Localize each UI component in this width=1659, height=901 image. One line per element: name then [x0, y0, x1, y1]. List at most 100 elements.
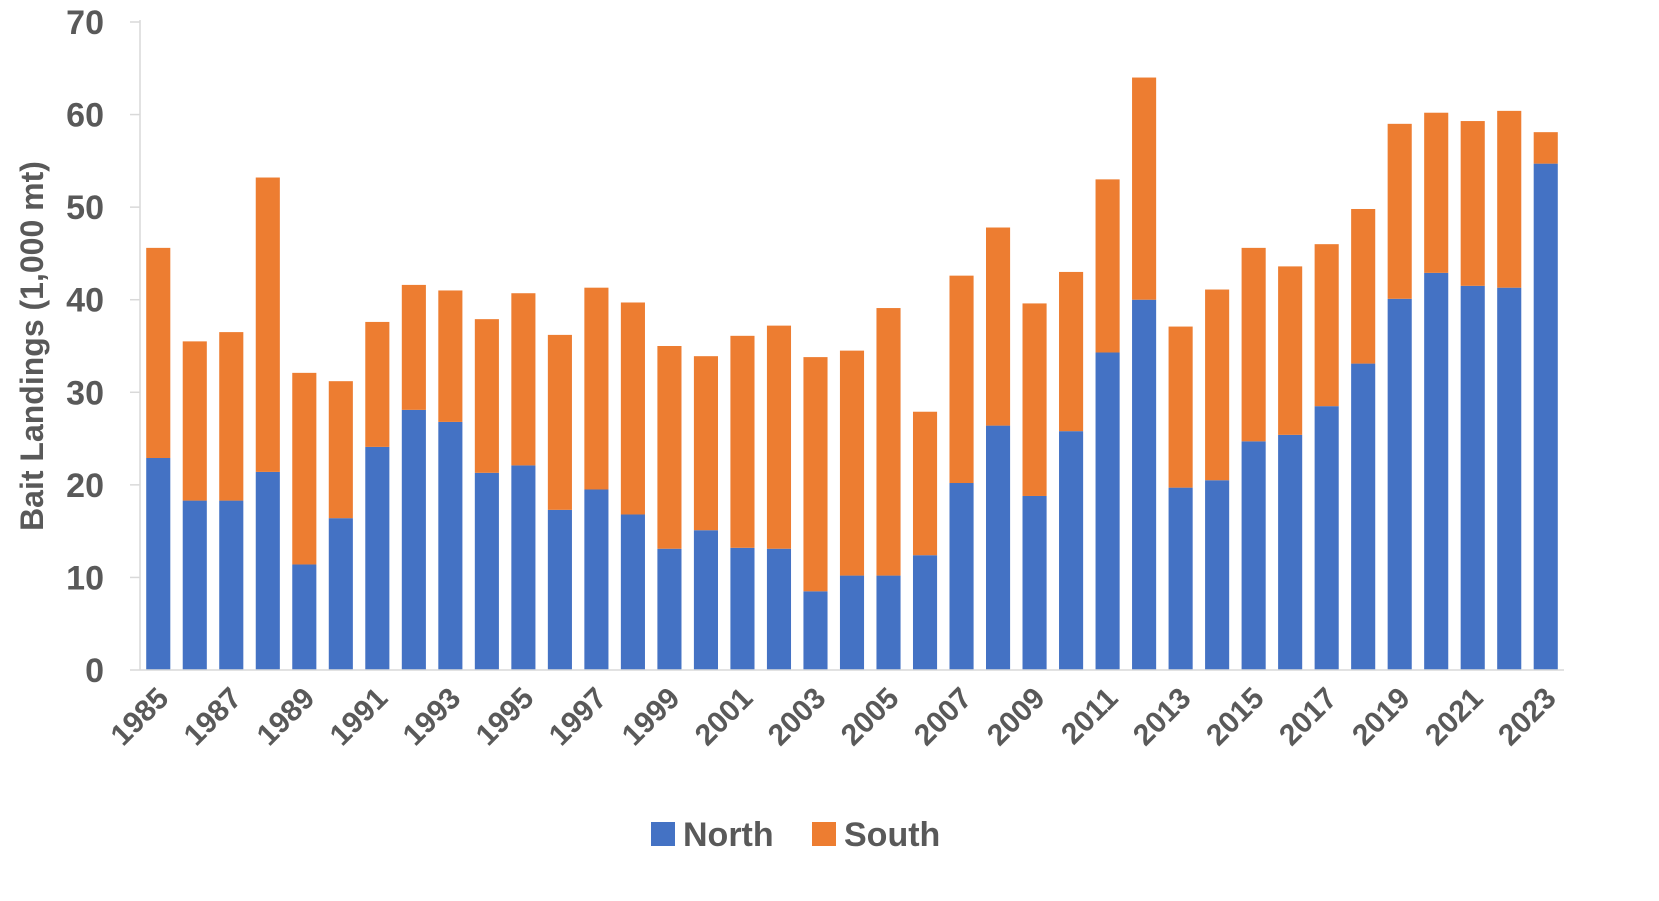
bar-south-2001 — [730, 335, 755, 548]
bar-north-2023 — [1533, 163, 1558, 670]
bar-north-2006 — [912, 555, 938, 670]
x-tick-label: 1999 — [616, 682, 687, 753]
bar-south-2000 — [693, 356, 718, 531]
bar-south-1989 — [292, 372, 317, 565]
bar-north-2007 — [949, 483, 974, 670]
bar-north-1985 — [146, 458, 171, 670]
y-axis: 0 10 20 30 40 50 60 70 — [66, 4, 141, 690]
bar-south-2020 — [1424, 112, 1449, 273]
x-tick-label: 1985 — [105, 682, 176, 753]
y-tick-label: 10 — [66, 559, 104, 597]
legend-label-north: North — [683, 816, 774, 854]
bar-south-2023 — [1533, 132, 1558, 164]
x-tick-label: 1987 — [178, 682, 249, 753]
x-tick-label: 2003 — [762, 682, 833, 753]
bar-south-1995 — [511, 293, 536, 466]
bar-south-1985 — [146, 247, 171, 459]
bar-south-2009 — [1022, 303, 1047, 496]
bar-south-2018 — [1351, 208, 1376, 364]
bar-north-2004 — [839, 575, 865, 670]
y-tick-label: 20 — [66, 467, 104, 505]
bar-north-1992 — [401, 409, 426, 670]
x-tick-label: 1989 — [251, 682, 322, 753]
bar-north-2011 — [1095, 352, 1120, 670]
x-axis: 1985 1987 1989 1991 1993 1995 1997 1999 2001 2003… — [105, 669, 1564, 753]
bar-south-2017 — [1314, 244, 1339, 407]
bar-north-2022 — [1497, 287, 1522, 670]
bar-north-1989 — [292, 564, 317, 670]
y-tick-label: 30 — [66, 374, 104, 412]
bar-north-1994 — [474, 472, 499, 670]
bar-south-2021 — [1460, 121, 1485, 286]
bar-south-2008 — [986, 227, 1011, 426]
y-tick-label: 40 — [66, 282, 104, 320]
bar-north-1999 — [657, 548, 682, 670]
x-tick-label: 2021 — [1419, 682, 1490, 753]
x-tick-label: 2001 — [689, 682, 760, 753]
bar-north-2014 — [1205, 480, 1230, 670]
bar-south-2022 — [1497, 110, 1522, 288]
x-tick-label: 2013 — [1127, 682, 1198, 753]
bar-north-2017 — [1314, 406, 1339, 670]
x-tick-label: 2007 — [908, 682, 979, 753]
x-tick-label: 2019 — [1346, 682, 1417, 753]
bar-south-2014 — [1205, 289, 1230, 481]
x-tick-label: 1993 — [397, 682, 468, 753]
bar-north-2012 — [1132, 299, 1157, 670]
bar-south-2013 — [1168, 326, 1193, 488]
x-tick-label: 2017 — [1273, 682, 1344, 753]
bar-north-1998 — [620, 514, 645, 670]
plot-area — [146, 77, 1558, 670]
bar-south-2011 — [1095, 179, 1120, 353]
bar-south-2015 — [1241, 247, 1266, 442]
bar-south-2006 — [912, 411, 938, 556]
bar-north-2002 — [766, 548, 792, 670]
x-tick-label: 2011 — [1055, 682, 1124, 751]
x-tick-label: 1995 — [470, 682, 541, 753]
bar-north-2021 — [1460, 285, 1485, 670]
bar-north-2003 — [803, 591, 828, 670]
bar-south-2005 — [876, 308, 901, 576]
bar-south-1987 — [219, 332, 244, 501]
bar-north-2008 — [986, 425, 1011, 670]
bar-north-2013 — [1168, 487, 1193, 670]
bar-south-1986 — [182, 341, 207, 501]
bar-north-1997 — [584, 489, 609, 670]
bar-south-2007 — [949, 275, 974, 484]
y-tick-label: 60 — [66, 97, 104, 135]
bar-north-2015 — [1241, 441, 1266, 670]
bar-south-2016 — [1278, 266, 1303, 435]
bar-north-1993 — [438, 421, 463, 670]
legend-label-south: South — [844, 816, 940, 854]
bar-south-1994 — [474, 319, 499, 473]
bar-south-1993 — [438, 290, 463, 422]
bar-south-2012 — [1132, 77, 1157, 300]
y-tick-label: 50 — [66, 189, 104, 227]
y-axis-title: Bait Landings (1,000 mt) — [14, 161, 50, 531]
y-tick-label: 0 — [85, 652, 104, 690]
x-tick-label: 1991 — [324, 682, 395, 753]
bar-north-2019 — [1387, 298, 1412, 670]
bar-north-2016 — [1278, 434, 1303, 670]
legend-swatch-north — [651, 822, 675, 846]
bar-south-2010 — [1059, 271, 1084, 432]
bar-south-2004 — [839, 350, 865, 576]
bar-north-1991 — [365, 446, 390, 670]
bar-north-2018 — [1351, 363, 1376, 670]
x-tick-label: 1997 — [543, 682, 614, 753]
legend: North South — [651, 816, 940, 854]
bar-south-2019 — [1387, 123, 1412, 299]
y-tick-label: 70 — [66, 4, 104, 42]
bar-south-1992 — [401, 284, 426, 410]
x-tick-label: 2005 — [835, 682, 906, 753]
bar-south-1997 — [584, 287, 609, 490]
bar-north-1995 — [511, 465, 536, 670]
bar-south-1998 — [620, 302, 645, 515]
bar-south-1988 — [255, 177, 280, 472]
bar-south-2002 — [766, 325, 792, 549]
bar-north-2000 — [693, 530, 718, 670]
x-tick-label: 2015 — [1200, 682, 1271, 753]
bar-north-1996 — [547, 509, 572, 670]
